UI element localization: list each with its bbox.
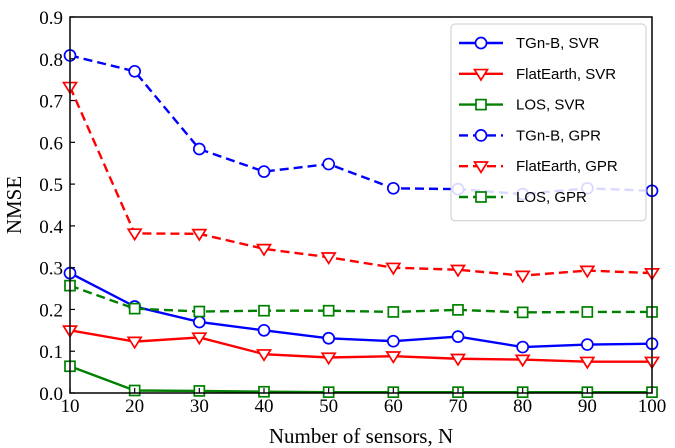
x-axis-title: Number of sensors, N: [269, 424, 453, 448]
data-point: [255, 243, 273, 257]
y-tick-label: 0.3: [39, 259, 63, 280]
legend-marker: [472, 68, 490, 82]
legend-entry: FlatEarth, GPR: [459, 158, 618, 175]
legend-label: FlatEarth, SVR: [516, 66, 616, 83]
series-line: [69, 329, 652, 363]
data-point: [322, 157, 336, 171]
legend-label: LOS, GPR: [516, 189, 587, 206]
data-point: [385, 262, 402, 276]
data-point: [514, 270, 531, 284]
x-tick-label: 90: [578, 396, 597, 417]
x-tick-label: 80: [513, 396, 532, 417]
legend-label: TGn-B, GPR: [516, 127, 601, 144]
x-tick-label: 30: [190, 396, 209, 417]
legend-entry: LOS, SVR: [459, 97, 585, 114]
data-point: [192, 142, 206, 156]
axis-ticks: 10 20 30 40 50 60 70 80 90 100 0.0 0.1 0.2 0.3 0.4 0.5 0…: [39, 8, 666, 417]
y-tick-label: 0.8: [39, 50, 63, 71]
legend-entry: LOS, GPR: [459, 189, 587, 206]
series-3: [64, 360, 658, 399]
y-tick-label: 0.2: [39, 300, 63, 321]
y-tick-label: 0.0: [39, 384, 63, 405]
data-point: [386, 181, 400, 195]
legend-entry: FlatEarth, SVR: [459, 66, 616, 83]
data-point: [192, 315, 206, 329]
series-line: [69, 272, 653, 349]
data-point: [449, 264, 467, 278]
x-tick-label: 20: [125, 396, 144, 417]
y-tick-label: 0.1: [39, 342, 63, 363]
data-point: [386, 334, 400, 348]
data-point: [193, 305, 206, 318]
x-tick-label: 100: [638, 396, 667, 417]
legend-marker: [472, 161, 490, 174]
y-tick-label: 0.7: [39, 92, 63, 113]
legend-marker: [475, 98, 487, 111]
data-point: [257, 323, 271, 337]
x-tick-label: 70: [449, 396, 468, 417]
data-point: [579, 265, 596, 279]
data-point: [320, 252, 337, 266]
legend: TGn-B, SVR FlatEarth, SVR LOS, SVR TGn-B, G…: [450, 23, 647, 222]
x-tick-label: 10: [61, 396, 80, 417]
plot-frame: [69, 16, 653, 394]
data-point: [581, 306, 594, 318]
data-point: [322, 331, 336, 345]
series-line: [69, 284, 652, 314]
data-point: [579, 356, 596, 370]
data-point: [322, 304, 335, 317]
data-point: [451, 330, 465, 343]
legend-marker: [474, 129, 488, 142]
y-tick-label: 0.5: [39, 175, 63, 196]
x-tick-label: 60: [384, 396, 403, 417]
data-point: [255, 349, 273, 362]
legend-marker: [475, 191, 487, 203]
x-tick-label: 40: [255, 396, 274, 417]
legend-label: FlatEarth, GPR: [516, 158, 618, 175]
data-point: [258, 304, 270, 317]
y-tick-label: 0.4: [39, 217, 63, 238]
legend-label: LOS, SVR: [516, 97, 585, 114]
series-2: [61, 325, 661, 370]
data-point: [128, 64, 142, 78]
data-point: [387, 306, 400, 318]
data-point: [516, 340, 530, 354]
data-point: [128, 302, 141, 315]
legend-label: TGn-B, SVR: [516, 35, 600, 52]
data-point: [320, 352, 337, 366]
data-point: [126, 336, 143, 350]
data-point: [385, 351, 402, 365]
legend-marker: [474, 36, 488, 50]
data-point: [452, 304, 464, 316]
data-point: [191, 332, 208, 346]
data-point: [580, 338, 594, 351]
data-point: [257, 165, 271, 178]
data-point: [516, 306, 529, 319]
data-point: [191, 228, 208, 242]
data-point: [449, 353, 467, 367]
legend-entry: TGn-B, SVR: [459, 35, 600, 52]
data-point: [514, 354, 531, 368]
series-line: [69, 365, 652, 394]
y-tick-label: 0.9: [39, 8, 63, 29]
legend-entry: TGn-B, GPR: [459, 127, 601, 144]
y-axis-title: NMSE: [2, 176, 26, 234]
data-point: [126, 228, 143, 242]
x-tick-label: 50: [319, 396, 338, 417]
y-tick-label: 0.6: [39, 133, 63, 154]
